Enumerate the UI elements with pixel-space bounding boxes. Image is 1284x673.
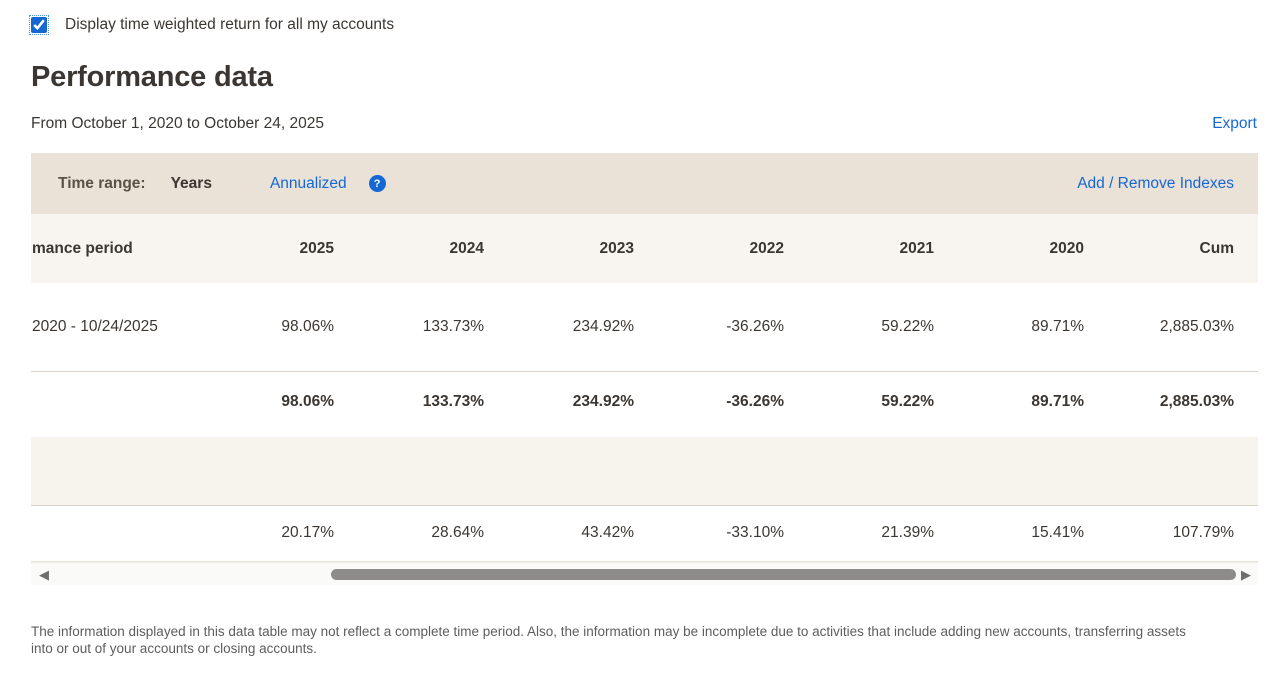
- cell-value: 98.06%: [281, 393, 334, 411]
- page-content: Display time weighted return for all my …: [29, 14, 1258, 585]
- date-range-row: From October 1, 2020 to October 24, 2025…: [31, 115, 1257, 133]
- cell-value: 2,885.03%: [1159, 393, 1234, 411]
- col-header-2022: 2022: [658, 214, 808, 283]
- table-row-index: 20.17% 28.64% 43.42% -33.10% 21.39% 15.4…: [31, 505, 1258, 562]
- cell-value: 15.41%: [958, 505, 1108, 562]
- table-row-total: 98.06% 133.73% 234.92% -36.26% 59.22% 89…: [31, 371, 1258, 433]
- display-toggle-row: Display time weighted return for all my …: [29, 14, 1257, 36]
- scrollbar-thumb[interactable]: [331, 568, 1236, 580]
- cell-value: 98.06%: [208, 283, 358, 372]
- export-link[interactable]: Export: [1212, 115, 1257, 132]
- cell-value: 59.22%: [881, 393, 934, 411]
- annualized-link[interactable]: Annualized: [269, 174, 347, 192]
- date-range-text: From October 1, 2020 to October 24, 2025: [31, 115, 324, 132]
- cell-value: 133.73%: [422, 393, 484, 411]
- cell-value: 59.22%: [808, 283, 958, 372]
- scroll-right-arrow-icon[interactable]: ▶: [1241, 566, 1251, 582]
- col-header-cumulative: Cum: [1108, 214, 1258, 283]
- cell-value: 89.71%: [1031, 393, 1084, 411]
- col-header-2023: 2023: [508, 214, 658, 283]
- horizontal-scrollbar[interactable]: ◀ ▶: [31, 561, 1258, 585]
- cell-value: 21.39%: [808, 505, 958, 562]
- cell-value: 89.71%: [958, 283, 1108, 372]
- help-icon[interactable]: ?: [368, 175, 386, 192]
- cell-value: 43.42%: [508, 505, 658, 562]
- performance-table-area: Time range: Years Annualized ? Add / Rem…: [31, 153, 1258, 585]
- cell-value: 2,885.03%: [1108, 283, 1258, 372]
- col-header-performance-period: mance period: [31, 214, 208, 283]
- table-row-empty-band: [31, 437, 1258, 506]
- cell-period: 2020 - 10/24/2025: [31, 283, 208, 372]
- time-weighted-return-checkbox[interactable]: [29, 15, 49, 35]
- time-weighted-return-label[interactable]: Display time weighted return for all my …: [65, 16, 395, 33]
- col-header-2020: 2020: [958, 214, 1108, 283]
- cell-value: 28.64%: [358, 505, 508, 562]
- cell-value: -36.26%: [658, 283, 808, 372]
- page-title: Performance data: [31, 61, 273, 93]
- cell-value: 20.17%: [208, 505, 358, 562]
- cell-period: [31, 371, 208, 433]
- table-row-account: 2020 - 10/24/2025 98.06% 133.73% 234.92%…: [31, 283, 1258, 372]
- performance-table: mance period 2025 2024 2023 2022 2021 20…: [31, 214, 1258, 562]
- cell-period: [31, 505, 208, 562]
- disclaimer-text: The information displayed in this data t…: [31, 623, 1186, 657]
- time-range-value-years: Years: [170, 174, 212, 192]
- col-header-2024: 2024: [358, 214, 508, 283]
- cell-value: 234.92%: [572, 393, 634, 411]
- time-range-control-bar: Time range: Years Annualized ? Add / Rem…: [31, 153, 1258, 214]
- cell-value: -33.10%: [658, 505, 808, 562]
- col-header-2025: 2025: [208, 214, 358, 283]
- cell-value: 107.79%: [1108, 505, 1258, 562]
- scroll-left-arrow-icon[interactable]: ◀: [39, 566, 49, 582]
- cell-value: -36.26%: [726, 393, 784, 411]
- add-remove-indexes-link[interactable]: Add / Remove Indexes: [1077, 174, 1234, 192]
- table-header-row: mance period 2025 2024 2023 2022 2021 20…: [31, 214, 1258, 283]
- time-range-label: Time range:: [58, 174, 146, 192]
- col-header-2021: 2021: [808, 214, 958, 283]
- cell-value: 234.92%: [508, 283, 658, 372]
- cell-value: 133.73%: [358, 283, 508, 372]
